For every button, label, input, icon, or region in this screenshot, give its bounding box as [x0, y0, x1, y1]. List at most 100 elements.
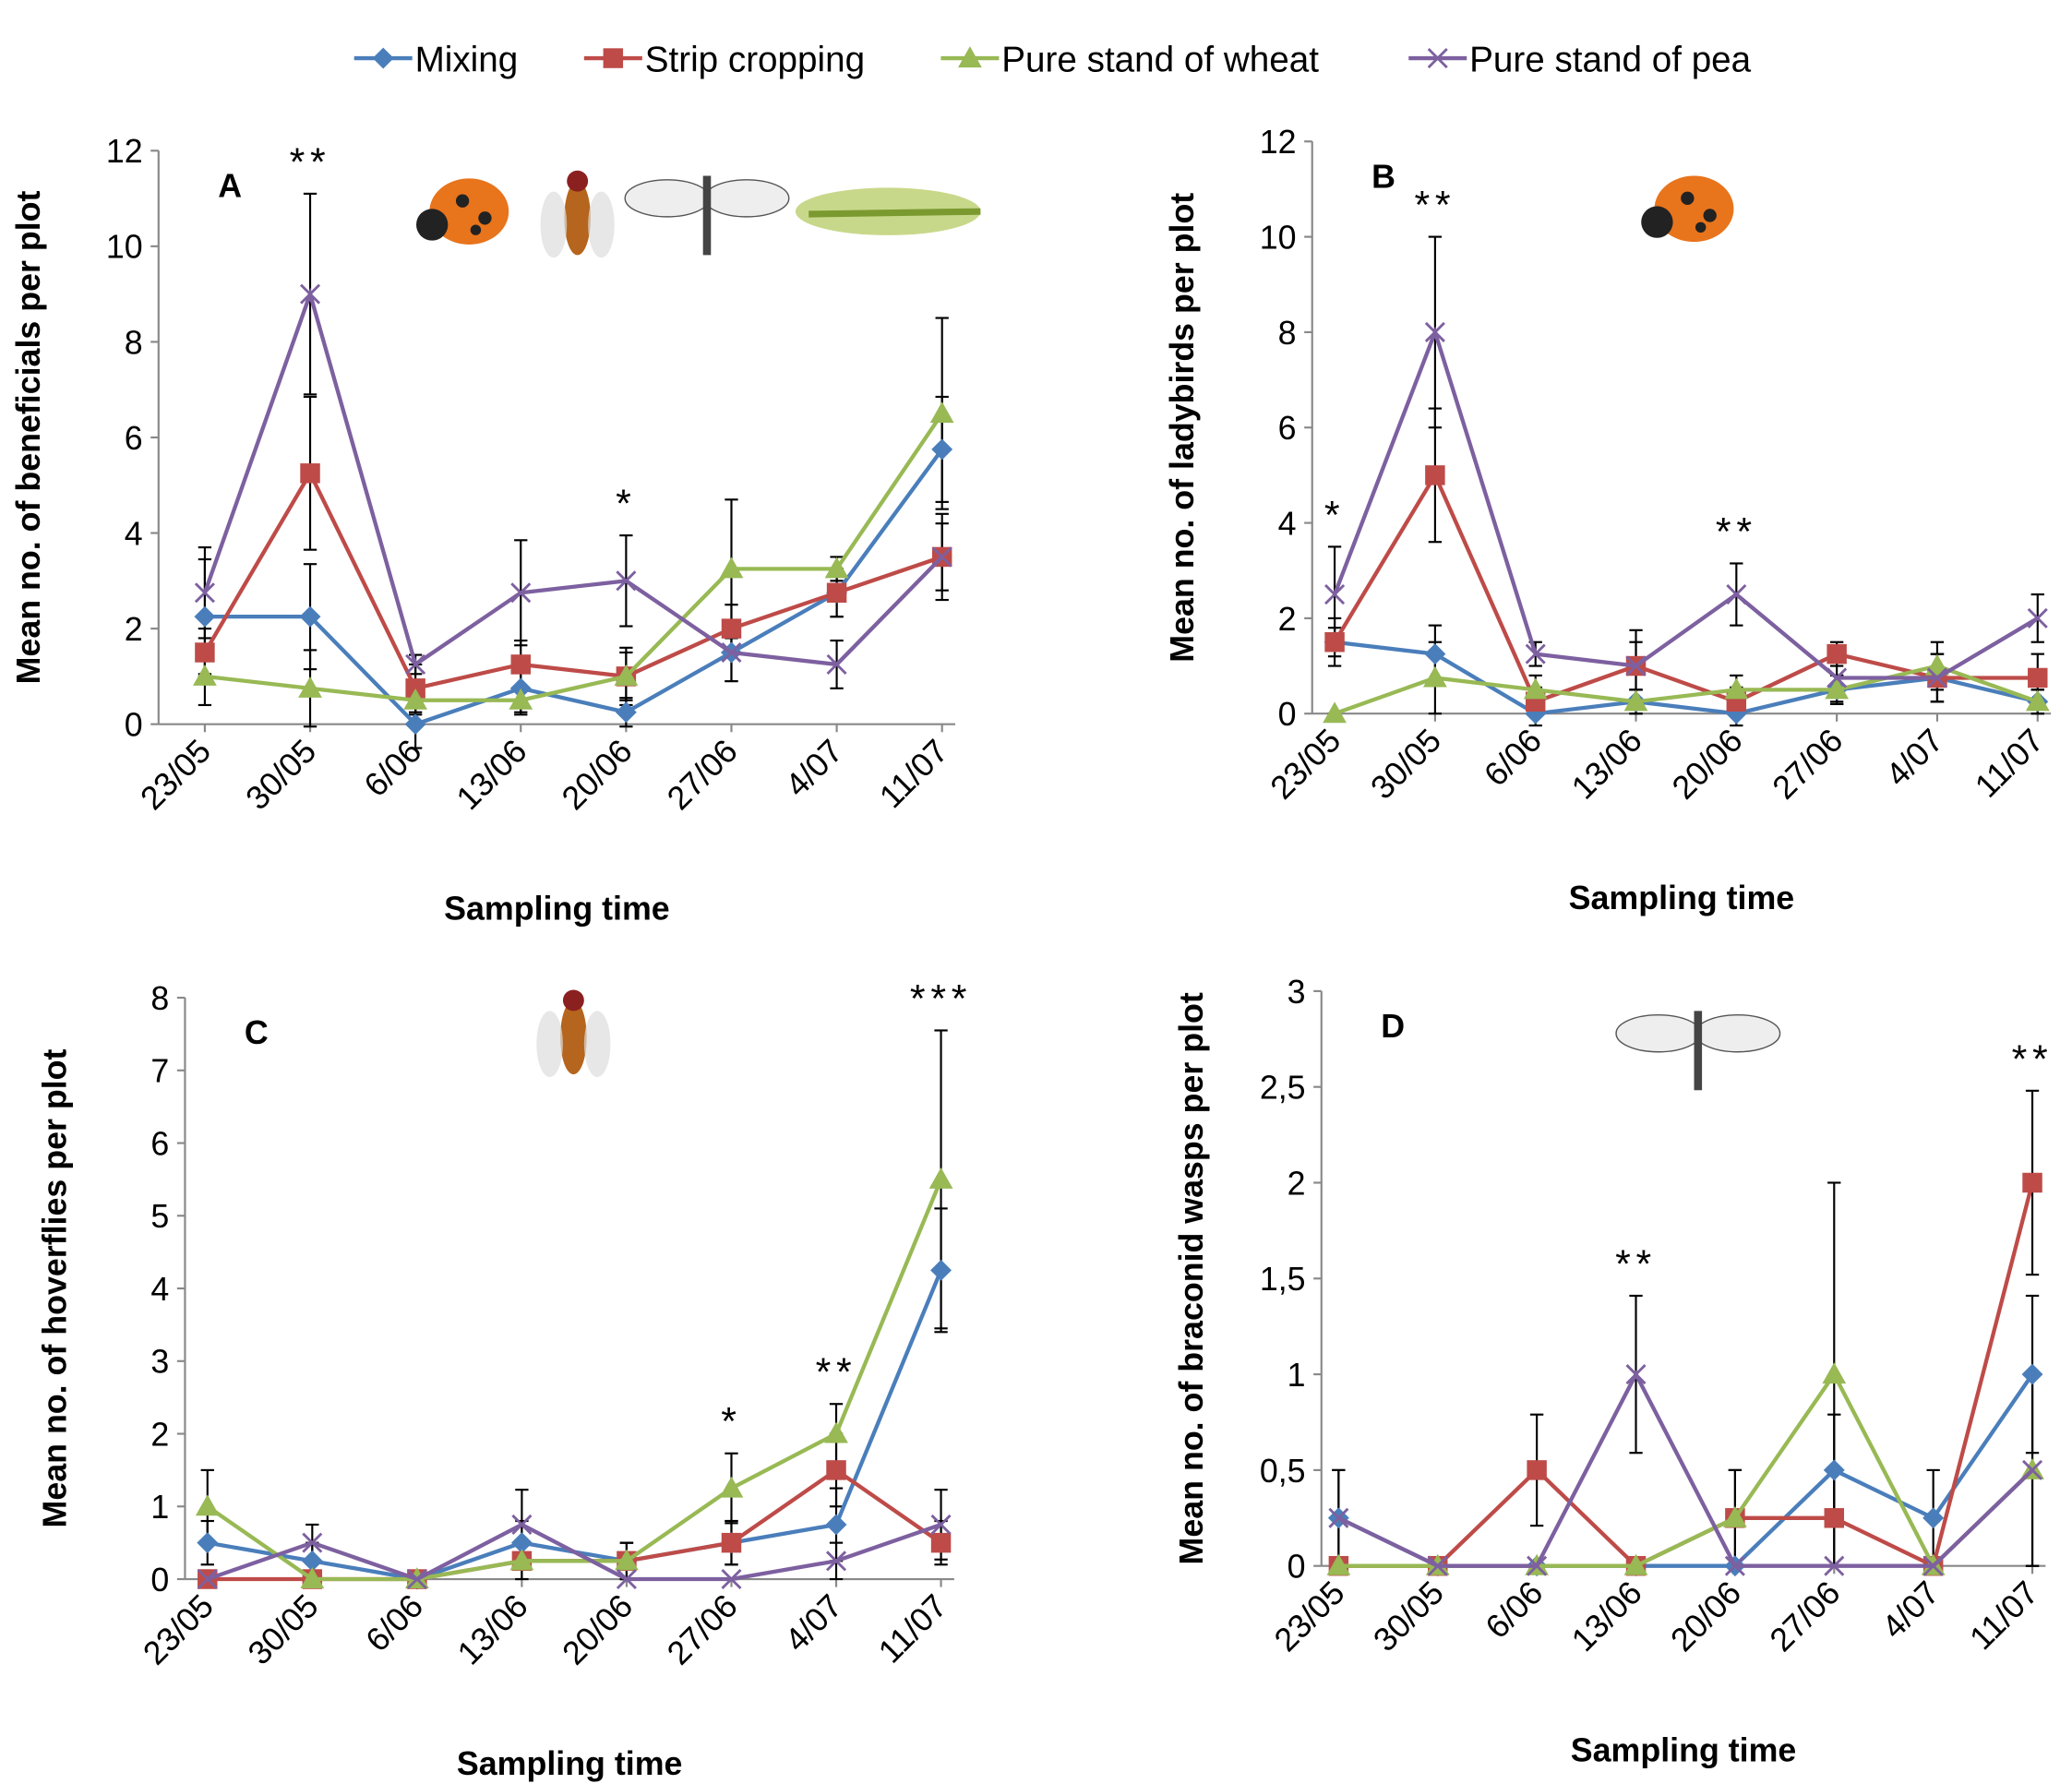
- marker: [2022, 1173, 2042, 1192]
- y-tick-label: 8: [125, 324, 143, 361]
- marker: [930, 1260, 952, 1281]
- legend-marker: [604, 48, 623, 67]
- y-tick-label: 2: [1278, 601, 1297, 638]
- x-tick-label: 6/06: [1479, 1574, 1551, 1646]
- x-axis-title: Sampling time: [444, 891, 670, 928]
- x-tick-label: 30/05: [239, 733, 324, 818]
- y-tick-label: 8: [1278, 315, 1297, 352]
- insect-icons: [416, 171, 1780, 1091]
- x-tick-label: 23/05: [134, 733, 219, 818]
- y-tick-label: 3: [1288, 974, 1306, 1011]
- y-tick-label: 2: [1288, 1165, 1306, 1202]
- page: {"chart_data":[ {"type":"line","panel_la…: [0, 0, 2072, 1784]
- marker: [196, 1494, 220, 1515]
- marker: [1425, 465, 1444, 485]
- significance: *: [1324, 493, 1345, 537]
- significance: **: [816, 1350, 857, 1395]
- marker: [931, 1533, 951, 1552]
- significance: **: [290, 140, 331, 185]
- x-axis-title: Sampling time: [1571, 1732, 1797, 1769]
- y-tick-label: 4: [1278, 505, 1297, 542]
- x-tick-label: 27/06: [1763, 1574, 1848, 1659]
- significance: **: [1615, 1242, 1657, 1287]
- marker: [194, 606, 215, 628]
- y-axis-title: Mean no. of beneficials per plot: [10, 190, 47, 684]
- y-tick-label: 10: [1260, 219, 1297, 256]
- marker: [722, 618, 741, 638]
- marker: [616, 701, 637, 723]
- significance: ***: [910, 976, 972, 1021]
- x-tick-label: 30/05: [1366, 1574, 1451, 1659]
- marker: [1822, 1362, 1846, 1383]
- series-line: [1338, 1182, 2032, 1565]
- x-tick-label: 13/06: [1564, 722, 1649, 807]
- marker: [1826, 644, 1846, 664]
- x-tick-label: 20/06: [1665, 722, 1750, 807]
- x-tick-label: 23/05: [1267, 1574, 1352, 1659]
- x-tick-label: 20/06: [1664, 1574, 1749, 1659]
- y-tick-label: 8: [150, 980, 169, 1017]
- marker: [826, 1515, 847, 1536]
- marker: [1423, 666, 1447, 688]
- marker: [511, 654, 531, 674]
- x-axis-title: Sampling time: [457, 1745, 683, 1782]
- y-tick-label: 6: [1278, 410, 1297, 447]
- marker: [720, 1477, 744, 1498]
- legend-label: Pure stand of pea: [1469, 40, 1752, 79]
- significance: *: [616, 482, 636, 526]
- y-tick-label: 6: [150, 1125, 169, 1162]
- y-tick-label: 7: [150, 1053, 169, 1090]
- y-tick-label: 12: [1260, 124, 1297, 161]
- y-tick-label: 0: [1278, 696, 1297, 733]
- panel-label: D: [1381, 1008, 1405, 1045]
- x-tick-label: 11/07: [872, 733, 955, 816]
- y-tick-label: 1: [150, 1489, 169, 1526]
- marker: [929, 1167, 953, 1189]
- marker: [195, 642, 214, 662]
- marker: [1825, 1508, 1844, 1527]
- y-tick-label: 4: [125, 515, 143, 552]
- x-tick-label: 30/05: [241, 1587, 326, 1672]
- x-tick-label: 6/06: [357, 733, 429, 805]
- legend-label: Mixing: [415, 40, 519, 79]
- x-tick-label: 20/06: [555, 733, 640, 818]
- x-tick-label: 30/05: [1364, 722, 1449, 807]
- y-tick-label: 0: [1288, 1549, 1306, 1586]
- marker: [1424, 643, 1445, 665]
- y-axis-title: Mean no. of ladybirds per plot: [1164, 193, 1201, 663]
- y-axis-title: Mean no. of hoverflies per plot: [37, 1049, 74, 1528]
- marker: [2028, 668, 2047, 688]
- y-tick-label: 0: [125, 707, 143, 744]
- x-tick-label: 13/06: [450, 1587, 535, 1672]
- marker: [930, 401, 954, 423]
- marker: [300, 463, 319, 483]
- marker: [1527, 1460, 1546, 1479]
- x-tick-label: 13/06: [449, 733, 534, 818]
- x-tick-label: 23/05: [136, 1587, 221, 1672]
- y-tick-label: 0,5: [1260, 1453, 1306, 1490]
- panel-label: A: [218, 167, 242, 204]
- y-tick-label: 10: [106, 229, 143, 266]
- marker: [1324, 632, 1344, 652]
- x-tick-label: 4/07: [1874, 1574, 1946, 1646]
- marker: [824, 1422, 848, 1443]
- y-tick-label: 3: [150, 1344, 169, 1381]
- x-tick-label: 4/07: [1879, 722, 1951, 794]
- y-tick-label: 12: [106, 133, 143, 170]
- y-tick-label: 1: [1288, 1357, 1306, 1394]
- series-line: [208, 1270, 941, 1579]
- significance: **: [2012, 1037, 2054, 1082]
- y-tick-label: 2: [150, 1416, 169, 1453]
- y-tick-label: 1,5: [1260, 1261, 1306, 1298]
- y-tick-label: 5: [150, 1198, 169, 1235]
- x-tick-label: 11/07: [871, 1587, 954, 1670]
- legend-label: Pure stand of wheat: [1001, 40, 1319, 79]
- y-tick-label: 2: [125, 611, 143, 648]
- x-axis-title: Sampling time: [1569, 880, 1795, 916]
- y-tick-label: 0: [150, 1562, 169, 1598]
- significance: **: [1716, 509, 1757, 554]
- significance: *: [721, 1400, 741, 1444]
- marker: [197, 1532, 218, 1553]
- x-tick-label: 11/07: [1968, 722, 2051, 805]
- y-tick-label: 2,5: [1260, 1070, 1306, 1107]
